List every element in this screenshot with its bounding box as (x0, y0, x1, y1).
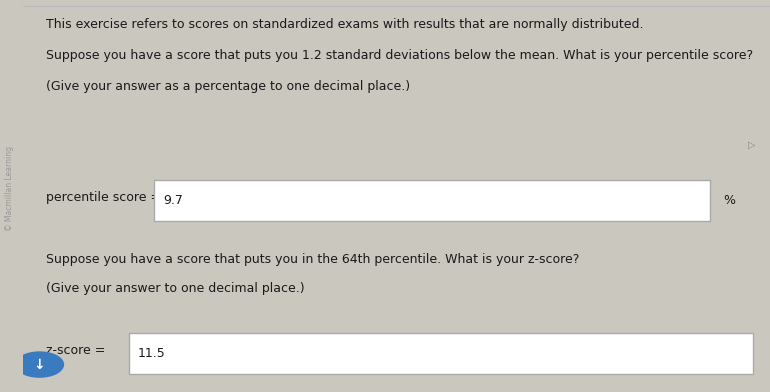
Text: © Macmillan Learning: © Macmillan Learning (5, 146, 14, 230)
FancyBboxPatch shape (154, 180, 710, 221)
Text: ↓: ↓ (34, 358, 45, 372)
Text: (Give your answer to one decimal place.): (Give your answer to one decimal place.) (45, 282, 304, 295)
Text: Suppose you have a score that puts you in the 64th percentile. What is your z-sc: Suppose you have a score that puts you i… (45, 253, 579, 266)
Text: z-score =: z-score = (45, 344, 105, 358)
Text: percentile score =: percentile score = (45, 191, 161, 205)
Text: %: % (724, 194, 735, 207)
Text: (Give your answer as a percentage to one decimal place.): (Give your answer as a percentage to one… (45, 80, 410, 93)
Circle shape (15, 352, 63, 377)
Text: This exercise refers to scores on standardized exams with results that are norma: This exercise refers to scores on standa… (45, 18, 643, 31)
Text: 11.5: 11.5 (138, 347, 166, 360)
FancyBboxPatch shape (129, 333, 753, 374)
Text: ▷: ▷ (748, 140, 755, 150)
Text: 9.7: 9.7 (162, 194, 182, 207)
Text: Suppose you have a score that puts you 1.2 standard deviations below the mean. W: Suppose you have a score that puts you 1… (45, 49, 752, 62)
